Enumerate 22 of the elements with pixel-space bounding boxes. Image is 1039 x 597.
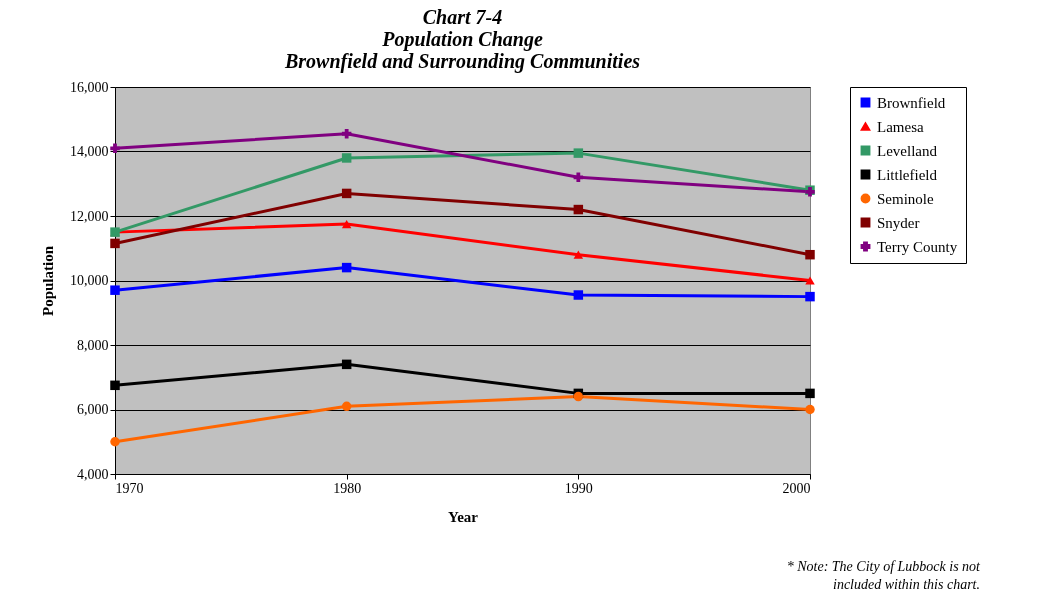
legend-label: Brownfield [877,94,946,111]
chart-title: Chart 7-4 Population Change Brownfield and Surrounding Communities [283,6,641,73]
x-axis-title: Year [448,508,479,525]
y-axis-title: Population [40,245,56,317]
legend-label: Levelland [877,142,938,159]
y-tick-label: 14,000 [70,144,109,159]
x-tick-label: 1980 [333,480,362,496]
legend-label: Seminole [877,190,934,207]
legend-label: Littlefield [877,166,938,183]
x-tick-label: 2000 [782,480,811,496]
y-tick-label: 6,000 [77,402,109,417]
legend-label: Lamesa [877,118,924,135]
y-tick-label: 8,000 [77,337,109,353]
y-tick-label: 12,000 [70,208,109,224]
x-tick-label: 1990 [564,480,593,496]
text: * Note: The City of Lubbock is not included within this chart. [786,559,982,592]
x-tick-label: 1970 [115,480,144,496]
y-tick-label: 4,000 [77,466,109,482]
y-tick-label: 16,000 [70,79,109,95]
legend-label: Snyder [877,214,920,231]
y-tick-label: 10,000 [70,273,109,288]
legend-label: Terry County [877,238,958,255]
